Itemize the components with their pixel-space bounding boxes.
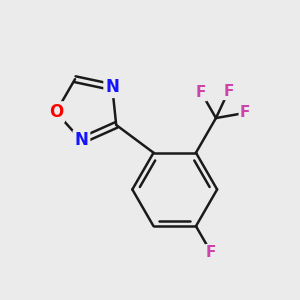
Text: F: F [206, 245, 216, 260]
Text: F: F [240, 105, 250, 120]
Text: O: O [49, 103, 63, 121]
Text: N: N [105, 78, 119, 96]
Text: F: F [196, 85, 206, 100]
Text: F: F [223, 84, 234, 99]
Text: N: N [74, 131, 88, 149]
